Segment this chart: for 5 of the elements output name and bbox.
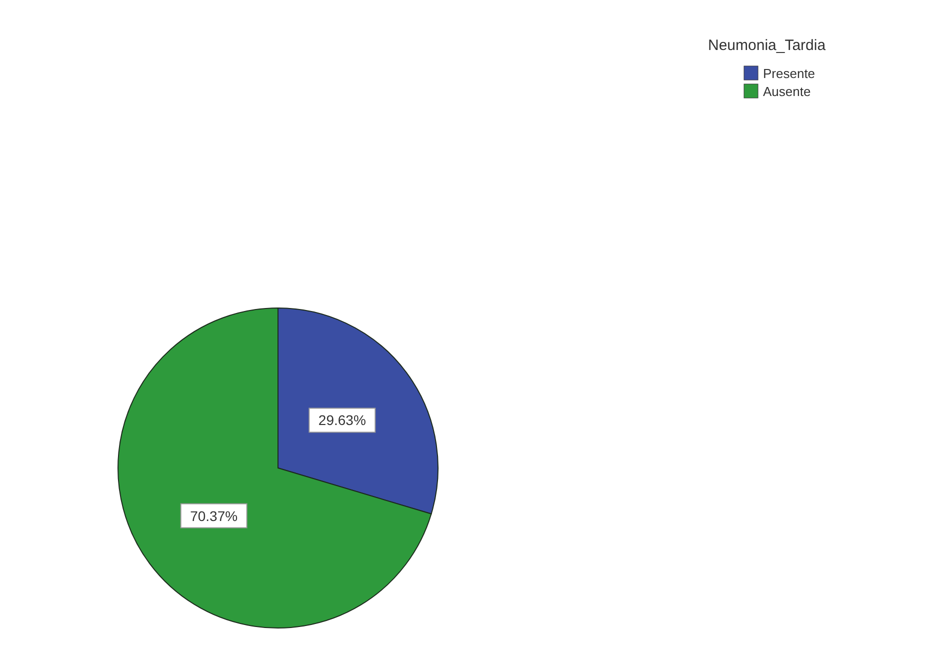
data-label: 29.63% — [318, 412, 366, 428]
legend-label: Ausente — [763, 84, 811, 99]
data-label: 70.37% — [190, 508, 238, 524]
legend-title: Neumonia_Tardia — [708, 37, 826, 54]
legend-label: Presente — [763, 66, 816, 81]
